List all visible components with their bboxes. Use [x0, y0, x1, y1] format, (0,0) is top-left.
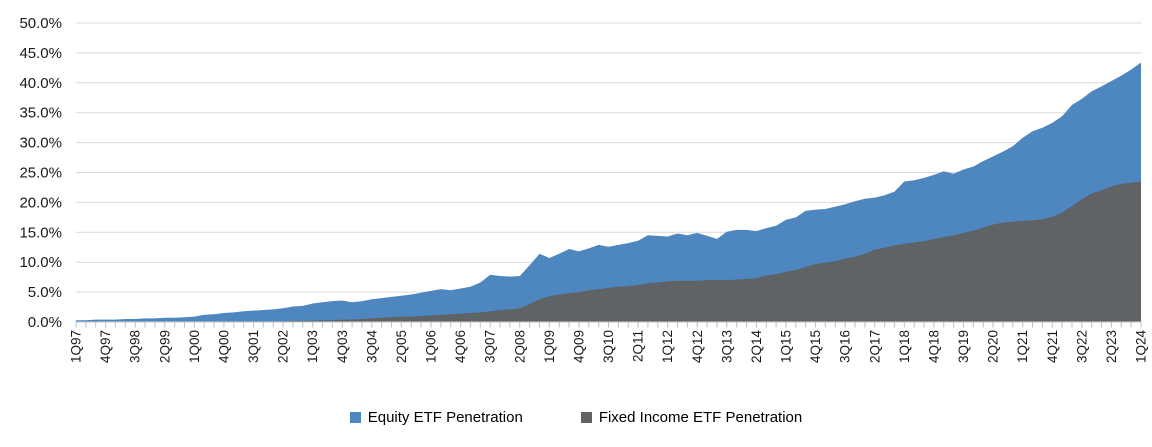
x-tick-label: 3Q10 — [601, 330, 616, 363]
x-tick-label: 4Q12 — [690, 330, 705, 363]
legend-swatch-fixed-income-icon — [580, 411, 592, 423]
x-tick-label: 3Q07 — [483, 330, 498, 363]
x-tick-label: 2Q14 — [749, 330, 764, 364]
chart-plot-area: 1Q97 4Q97 3Q98 2Q99 1Q00 4Q00 3Q01 2Q02 1Q03 4Q03… — [19, 15, 1149, 364]
x-tick-label: 1Q00 — [187, 330, 202, 363]
x-tick-label: 4Q00 — [216, 330, 231, 363]
x-tick-label: 1Q18 — [897, 330, 912, 363]
fixed-income-area — [76, 181, 1141, 322]
y-tick-label: 45.0% — [19, 45, 62, 62]
y-tick-label: 40.0% — [19, 75, 62, 92]
legend-item-fixed-income: Fixed Income ETF Penetration — [580, 408, 803, 426]
x-tick-label: 2Q05 — [394, 330, 409, 363]
x-tick-label: 3Q19 — [956, 330, 971, 363]
x-tick-label: 2Q99 — [157, 330, 172, 363]
x-tick-label: 1Q03 — [305, 330, 320, 363]
y-tick-label: 20.0% — [19, 194, 62, 211]
x-tick-label: 3Q13 — [719, 330, 734, 363]
x-tick-label: 3Q01 — [246, 330, 261, 363]
legend-swatch-equity-icon — [349, 411, 361, 423]
x-tick-label: 1Q09 — [542, 330, 557, 363]
chart-svg: 1Q97 4Q97 3Q98 2Q99 1Q00 4Q00 3Q01 2Q02 1Q03 4Q03… — [19, 15, 1149, 364]
y-tick-label: 25.0% — [19, 165, 62, 182]
x-tick-label: 4Q09 — [571, 330, 586, 363]
legend-label-fixed-income: Fixed Income ETF Penetration — [598, 408, 803, 426]
y-tick-label: 15.0% — [19, 224, 62, 241]
legend-label-equity: Equity ETF Penetration — [367, 408, 523, 426]
legend-item-equity: Equity ETF Penetration — [349, 408, 523, 426]
x-tick-label: 2Q11 — [631, 330, 646, 362]
x-tick-label: 4Q21 — [1045, 330, 1060, 363]
x-tick-label: 1Q12 — [660, 330, 675, 363]
x-tick-label: 1Q97 — [69, 330, 84, 363]
x-tick-label: 2Q20 — [986, 330, 1001, 363]
x-tick-label: 3Q16 — [838, 330, 853, 363]
x-tick-label: 4Q97 — [98, 330, 113, 363]
x-tick-label: 3Q98 — [128, 330, 143, 363]
y-tick-label: 5.0% — [28, 284, 62, 301]
x-tick-label: 4Q03 — [335, 330, 350, 363]
x-tick-label: 2Q17 — [867, 330, 882, 363]
x-tick-label: 2Q08 — [512, 330, 527, 363]
x-tick-label: 1Q06 — [424, 330, 439, 363]
x-tick-label: 4Q15 — [808, 330, 823, 363]
x-tick-label: 4Q18 — [926, 330, 941, 363]
x-tick-label: 4Q06 — [453, 330, 468, 363]
x-tick-label: 2Q02 — [276, 330, 291, 363]
y-tick-label: 50.0% — [19, 15, 62, 32]
x-tick-label: 2Q23 — [1104, 330, 1119, 363]
y-tick-label: 10.0% — [19, 254, 62, 271]
x-tick-label: 1Q24 — [1134, 330, 1149, 364]
y-tick-label: 0.0% — [28, 314, 62, 331]
x-tick-label: 3Q22 — [1074, 330, 1089, 363]
x-tick-label: 1Q15 — [779, 330, 794, 363]
y-tick-label: 35.0% — [19, 105, 62, 122]
chart-legend: Equity ETF Penetration Fixed Income ETF … — [0, 400, 1152, 434]
y-tick-label: 30.0% — [19, 135, 62, 152]
x-tick-label: 3Q04 — [364, 330, 379, 364]
x-tick-label: 1Q21 — [1015, 330, 1030, 363]
